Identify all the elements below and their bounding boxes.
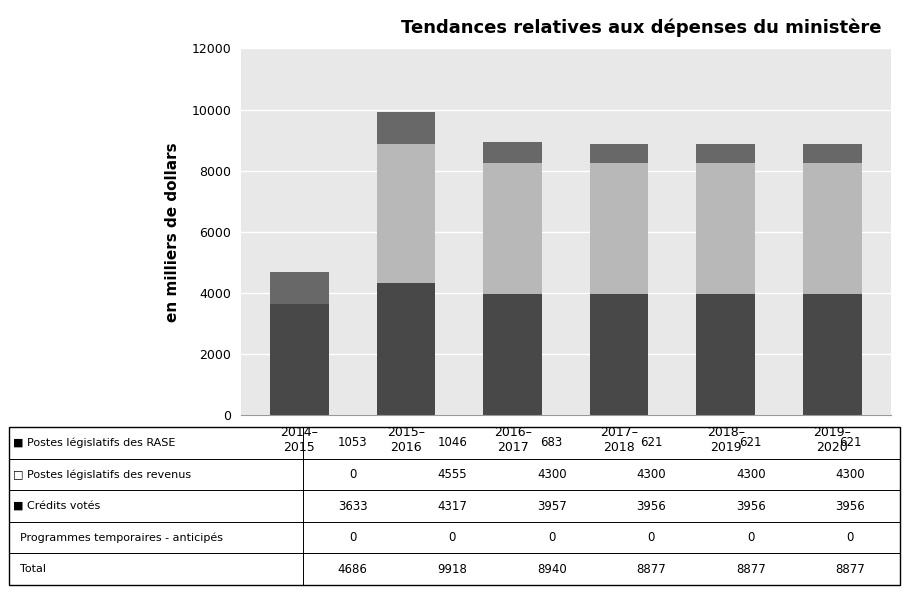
Text: 4555: 4555 bbox=[437, 468, 467, 481]
Text: 4300: 4300 bbox=[537, 468, 566, 481]
Text: 0: 0 bbox=[349, 531, 356, 544]
Text: 4317: 4317 bbox=[437, 499, 467, 513]
Text: 0: 0 bbox=[647, 531, 654, 544]
Bar bbox=[376, 283, 435, 415]
Text: 4300: 4300 bbox=[736, 468, 765, 481]
Bar bbox=[803, 144, 862, 163]
Text: 0: 0 bbox=[747, 531, 754, 544]
Bar bbox=[270, 272, 329, 304]
Text: 621: 621 bbox=[640, 436, 663, 450]
Text: 8877: 8877 bbox=[835, 562, 865, 576]
Text: 3956: 3956 bbox=[735, 499, 765, 513]
Bar bbox=[803, 295, 862, 415]
Text: 0: 0 bbox=[448, 531, 456, 544]
Bar bbox=[696, 295, 755, 415]
Text: 621: 621 bbox=[739, 436, 762, 450]
Text: 621: 621 bbox=[839, 436, 862, 450]
Bar bbox=[376, 144, 435, 283]
Y-axis label: en milliers de dollars: en milliers de dollars bbox=[165, 142, 180, 322]
Bar bbox=[484, 142, 542, 163]
Text: 4300: 4300 bbox=[636, 468, 666, 481]
Text: ■ Crédits votés: ■ Crédits votés bbox=[13, 501, 100, 511]
Bar bbox=[803, 163, 862, 295]
Bar bbox=[590, 163, 648, 295]
Text: 0: 0 bbox=[846, 531, 854, 544]
Text: Tendances relatives aux dépenses du ministère: Tendances relatives aux dépenses du mini… bbox=[401, 18, 882, 37]
Bar bbox=[696, 144, 755, 163]
Bar bbox=[484, 163, 542, 295]
Text: 3633: 3633 bbox=[338, 499, 367, 513]
Text: 8877: 8877 bbox=[735, 562, 765, 576]
Text: 0: 0 bbox=[548, 531, 555, 544]
Text: ■ Postes législatifs des RASE: ■ Postes législatifs des RASE bbox=[13, 438, 175, 448]
Text: 683: 683 bbox=[541, 436, 563, 450]
Text: 8940: 8940 bbox=[537, 562, 566, 576]
Text: 8877: 8877 bbox=[636, 562, 666, 576]
Text: 1053: 1053 bbox=[338, 436, 367, 450]
Text: Programmes temporaires - anticipés: Programmes temporaires - anticipés bbox=[13, 532, 223, 543]
Bar bbox=[270, 304, 329, 415]
Bar bbox=[376, 112, 435, 144]
Bar bbox=[590, 144, 648, 163]
Text: 1046: 1046 bbox=[437, 436, 467, 450]
Text: 9918: 9918 bbox=[437, 562, 467, 576]
Bar bbox=[696, 163, 755, 295]
Bar bbox=[484, 295, 542, 415]
Bar bbox=[590, 295, 648, 415]
Text: 3956: 3956 bbox=[835, 499, 865, 513]
Text: 0: 0 bbox=[349, 468, 356, 481]
Text: 4686: 4686 bbox=[338, 562, 368, 576]
Text: □ Postes législatifs des revenus: □ Postes législatifs des revenus bbox=[13, 469, 191, 480]
Text: 3957: 3957 bbox=[537, 499, 566, 513]
Text: 3956: 3956 bbox=[636, 499, 666, 513]
Text: 4300: 4300 bbox=[835, 468, 865, 481]
Text: Total: Total bbox=[13, 564, 45, 574]
